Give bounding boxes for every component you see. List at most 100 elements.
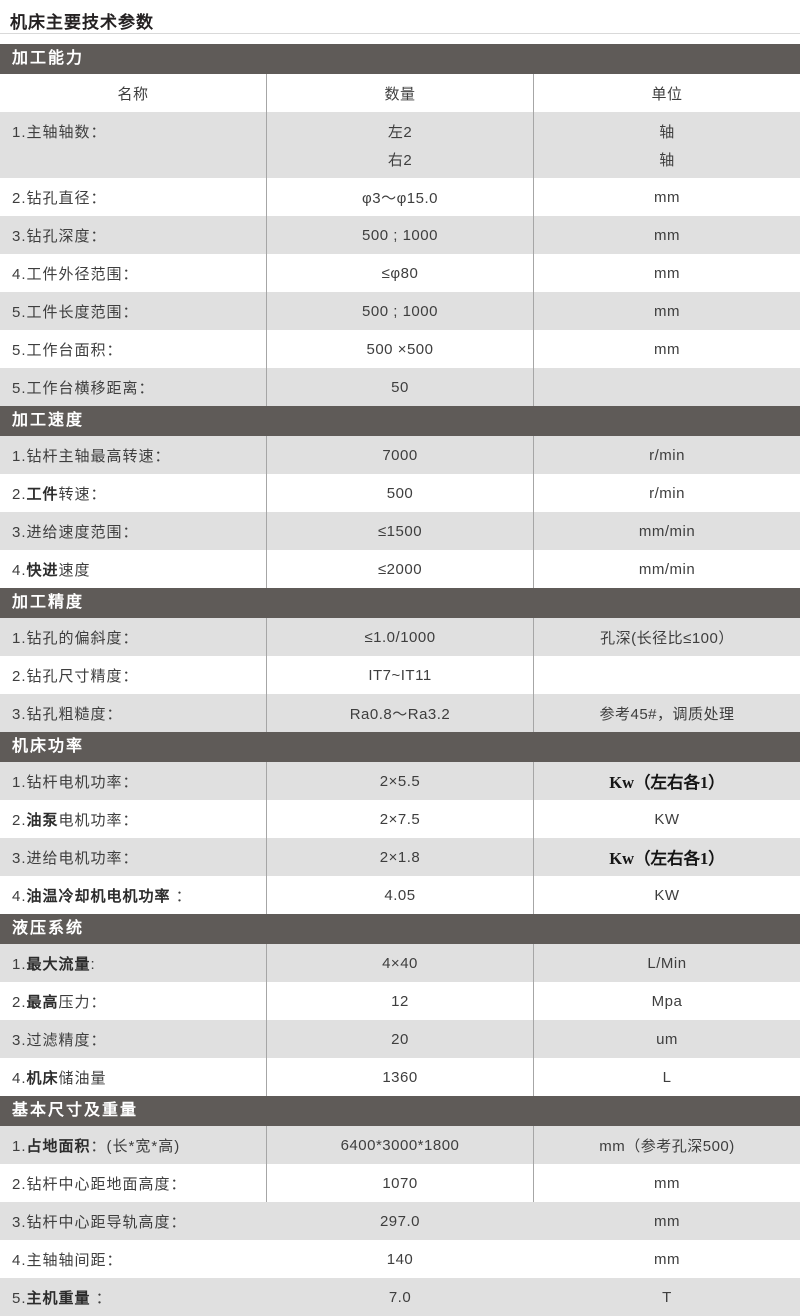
param-label-bold: 最大流量 (26, 955, 91, 973)
table-row: 1.占地面积：(长*宽*高) 6400*3000*1800 mm（参考孔深500) (0, 1126, 800, 1164)
section-title: 加工精度 (0, 588, 800, 618)
param-label-pre: 3.进给电机功率： (12, 849, 139, 867)
param-label-pre: 2. (12, 811, 27, 829)
param-label: 1.钻孔的偏斜度： (12, 627, 139, 648)
column-header: 单位 (533, 74, 800, 112)
param-label-bold: 最高 (26, 993, 59, 1011)
param-unit-cell: Kw（左右各1） (533, 838, 800, 876)
param-unit: mm (654, 226, 680, 244)
table-row: 5.工件长度范围： 500 ; 1000 mm (0, 292, 800, 330)
param-label-post: 储油量 (58, 1069, 107, 1087)
param-value-cell: 140 (266, 1240, 533, 1278)
param-value-cell: ≤φ80 (266, 254, 533, 292)
param-name-cell: 3.进给电机功率： (0, 838, 266, 876)
param-label-pre: 5.工作台横移距离： (12, 379, 155, 397)
param-label: 4.油温冷却机电机功率 ： (12, 885, 192, 906)
param-unit-cell: mm/min (533, 550, 800, 588)
spec-table: 加工能力 名称 数量 单位 1.主轴轴数： 左2 右2 轴轴 2.钻孔直径： φ3～φ15.0 mm… (0, 44, 800, 1316)
param-unit: L (662, 1068, 672, 1086)
param-name-cell: 5.工作台面积： (0, 330, 266, 368)
param-name-cell: 1.占地面积：(长*宽*高) (0, 1126, 266, 1164)
param-unit-cell: r/min (533, 474, 800, 512)
param-unit-cell: Mpa (533, 982, 800, 1020)
param-name-cell: 3.钻孔粗糙度： (0, 694, 266, 732)
param-label-pre: 3.过滤精度： (12, 1031, 107, 1049)
param-name-cell: 1.最大流量: (0, 944, 266, 982)
param-label: 1.最大流量: (12, 953, 96, 974)
param-value: 7000 (382, 446, 418, 464)
param-label-pre: 4. (12, 561, 27, 579)
param-value: 2×7.5 (379, 810, 421, 828)
param-value-cell: 6400*3000*1800 (266, 1126, 533, 1164)
table-row: 1.钻杆主轴最高转速： 7000 r/min (0, 436, 800, 474)
param-value: 4×40 (382, 954, 418, 972)
param-name-cell: 2.工件转速： (0, 474, 266, 512)
param-label: 3.钻杆中心距导轨高度： (12, 1211, 187, 1232)
param-unit: mm (654, 1212, 680, 1230)
param-label: 3.进给电机功率： (12, 847, 139, 868)
param-value-cell: Ra0.8～Ra3.2 (266, 694, 533, 732)
page-header: 机床主要技术参数 (0, 0, 800, 44)
section-title: 加工速度 (0, 406, 800, 436)
param-value-cell: ≤1.0/1000 (266, 618, 533, 656)
param-value-cell: IT7~IT11 (266, 656, 533, 694)
param-label-pre: 3.钻孔深度： (12, 227, 107, 245)
param-label-pre: 1.主轴轴数： (12, 124, 107, 141)
param-unit-cell: L (533, 1058, 800, 1096)
param-label-post: ： (90, 1289, 112, 1307)
column-header-label: 名称 (117, 85, 149, 103)
section-title: 基本尺寸及重量 (0, 1096, 800, 1126)
param-unit-cell (533, 368, 800, 406)
param-name-cell: 3.过滤精度： (0, 1020, 266, 1058)
table-row: 4.主轴轴间距： 140 mm (0, 1240, 800, 1278)
param-unit: 轴 (659, 124, 675, 141)
param-label: 1.主轴轴数： (12, 119, 107, 147)
param-name-cell: 4.机床储油量 (0, 1058, 266, 1096)
param-label-pre: 4.主轴轴间距： (12, 1251, 123, 1269)
table-row: 2.钻杆中心距地面高度： 1070 mm (0, 1164, 800, 1202)
param-unit-cell: mm (533, 1240, 800, 1278)
param-label: 4.主轴轴间距： (12, 1249, 123, 1270)
param-label-post: : (90, 955, 96, 973)
param-unit-cell: mm (533, 1202, 800, 1240)
param-value-cell: φ3～φ15.0 (266, 178, 533, 216)
param-value: Ra0.8～Ra3.2 (349, 705, 451, 723)
param-unit-cell: mm (533, 178, 800, 216)
table-row: 2.油泵电机功率： 2×7.5 KW (0, 800, 800, 838)
param-label: 2.钻孔尺寸精度： (12, 665, 139, 686)
param-value-cell: 1070 (266, 1164, 533, 1202)
table-row: 4.工件外径范围： ≤φ80 mm (0, 254, 800, 292)
table-row: 5.主机重量 ： 7.0 T (0, 1278, 800, 1316)
param-label: 5.工件长度范围： (12, 301, 139, 322)
param-label-pre: 2. (12, 485, 27, 503)
param-label: 2.油泵电机功率： (12, 809, 139, 830)
param-label: 4.工件外径范围： (12, 263, 139, 284)
param-value: 4.05 (384, 886, 416, 904)
table-row: 4.机床储油量 1360 L (0, 1058, 800, 1096)
table-row: 5.工作台横移距离： 50 (0, 368, 800, 406)
param-value-cell: 297.0 (266, 1202, 533, 1240)
param-value: 7.0 (388, 1288, 412, 1306)
param-value: 2×1.8 (379, 848, 421, 866)
param-unit-cell: r/min (533, 436, 800, 474)
param-unit-cell: mm (533, 254, 800, 292)
param-unit: Kw（左右各1） (609, 773, 725, 792)
table-row: 1.钻杆电机功率： 2×5.5 Kw（左右各1） (0, 762, 800, 800)
param-label: 1.占地面积：(长*宽*高) (12, 1135, 180, 1156)
param-label-post: 转速： (58, 485, 107, 503)
param-label: 1.钻杆主轴最高转速： (12, 445, 171, 466)
param-value: 右2 (387, 152, 413, 169)
param-value-cell: 500 ; 1000 (266, 216, 533, 254)
param-label: 2.钻孔直径： (12, 187, 107, 208)
param-label: 4.快进速度 (12, 559, 91, 580)
param-name-cell: 5.主机重量 ： (0, 1278, 266, 1316)
section-title: 液压系统 (0, 914, 800, 944)
param-unit: 参考45#，调质处理 (599, 705, 735, 723)
param-value: 297.0 (379, 1212, 421, 1230)
table-row: 3.钻孔深度： 500 ; 1000 mm (0, 216, 800, 254)
param-unit-cell: mm/min (533, 512, 800, 550)
param-label: 3.钻孔深度： (12, 225, 107, 246)
table-row: 3.进给速度范围： ≤1500 mm/min (0, 512, 800, 550)
table-row: 3.过滤精度： 20 um (0, 1020, 800, 1058)
param-unit: 轴 (659, 152, 675, 169)
